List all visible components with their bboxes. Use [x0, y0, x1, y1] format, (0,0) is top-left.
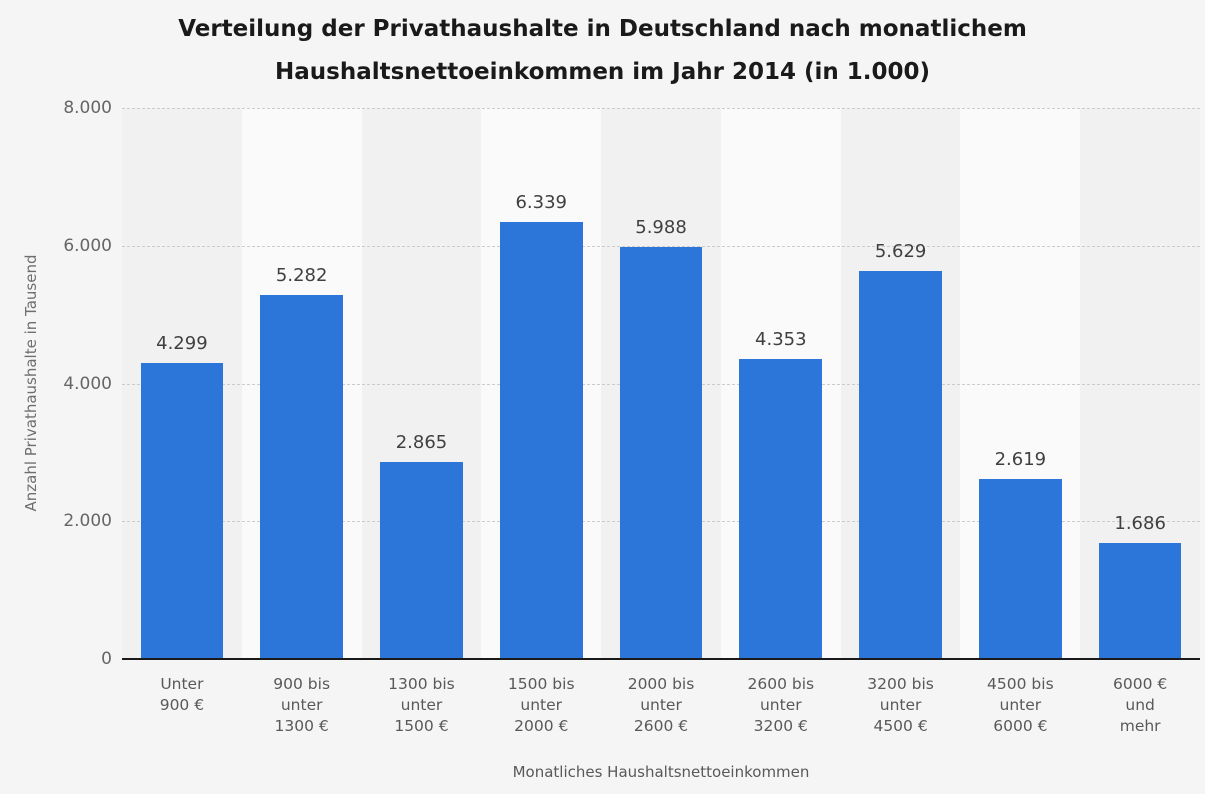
- x-tick-label-2: 1300 bis unter 1500 €: [388, 675, 455, 735]
- bar-value-label-8: 1.686: [1114, 512, 1166, 534]
- bar-value-label-5: 4.353: [755, 329, 807, 351]
- plot-bands: 4.299 5.282 2.865 6.339 5.988 4.353 5.629 2.619…: [122, 108, 1201, 659]
- bar-2: [380, 461, 463, 659]
- category-band-5: 4.353: [720, 108, 841, 659]
- y-tick-label-2000: 2.000: [63, 511, 112, 532]
- category-band-1: 5.282: [241, 108, 362, 659]
- plot-area: 4.299 5.282 2.865 6.339 5.988 4.353 5.629 2.619…: [122, 108, 1201, 660]
- bar-8: [1098, 542, 1182, 659]
- bar-value-label-6: 5.629: [874, 241, 927, 263]
- y-tick-label-8000: 8.000: [63, 98, 112, 118]
- x-tick-label-7: 4500 bis unter 6000 €: [987, 675, 1054, 735]
- chart-title: Verteilung der Privathaushalte in Deutsc…: [178, 16, 1027, 85]
- bar-0: [140, 362, 224, 659]
- y-tick-label-0: 0: [101, 649, 112, 669]
- category-band-4: 5.988: [601, 108, 721, 659]
- x-tick-label-3: 1500 bis unter 2000 €: [507, 675, 575, 735]
- bar-value-label-2: 2.865: [395, 431, 448, 453]
- category-band-0: 4.299: [122, 108, 242, 659]
- x-axis-title: Monatliches Haushaltsnettoeinkommen: [512, 763, 810, 781]
- bar-value-label-7: 2.619: [994, 448, 1047, 470]
- x-axis-ticks: Unter 900 € 900 bis unter 1300 € 1300 bis …: [122, 674, 1200, 737]
- bar-value-label-4: 5.988: [635, 216, 687, 238]
- x-tick-label-6: 3200 bis unter 4500 €: [867, 675, 934, 735]
- bar-3: [499, 222, 583, 659]
- bar-5: [739, 359, 823, 659]
- x-tick-label-5: 2600 bis unter 3200 €: [747, 675, 815, 735]
- x-tick-label-1: 900 bis unter 1300 €: [273, 675, 331, 735]
- bar-4: [619, 246, 703, 659]
- y-tick-label-4000: 4.000: [63, 373, 112, 394]
- bar-7: [979, 478, 1062, 659]
- x-tick-label-0: Unter 900 €: [159, 675, 205, 714]
- bar-6: [859, 271, 942, 659]
- bar-1: [260, 295, 343, 659]
- category-band-3: 6.339: [481, 108, 602, 659]
- gridline-6000: [122, 245, 1200, 247]
- gridline-8000: [122, 108, 1200, 109]
- x-tick-label-4: 2000 bis unter 2600 €: [627, 675, 695, 735]
- x-axis-line: [122, 658, 1200, 660]
- bar-value-label-3: 6.339: [515, 192, 567, 214]
- bar-value-label-0: 4.299: [156, 332, 208, 354]
- y-tick-label-6000: 6.000: [63, 235, 112, 256]
- bar-value-label-1: 5.282: [275, 265, 328, 287]
- category-band-6: 5.629: [840, 108, 961, 659]
- x-tick-label-8: 6000 € und mehr: [1113, 675, 1168, 735]
- y-axis-ticks: 8.000 6.000 4.000 2.000 0: [0, 98, 112, 669]
